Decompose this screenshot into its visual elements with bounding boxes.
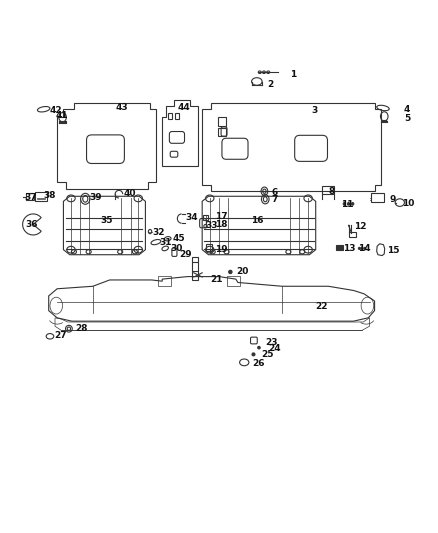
Text: 36: 36 <box>25 220 38 229</box>
Bar <box>349 232 356 237</box>
Text: 24: 24 <box>268 344 281 352</box>
Ellipse shape <box>361 247 363 249</box>
Text: 26: 26 <box>252 359 264 368</box>
Text: 33: 33 <box>205 221 218 230</box>
Text: 41: 41 <box>56 111 68 120</box>
Text: 12: 12 <box>353 222 366 231</box>
Bar <box>336 246 343 249</box>
Bar <box>218 117 226 126</box>
Text: 38: 38 <box>43 191 56 200</box>
Text: 18: 18 <box>215 220 227 229</box>
Bar <box>203 215 208 220</box>
Text: 45: 45 <box>173 234 185 243</box>
Text: 15: 15 <box>387 246 400 255</box>
Text: 30: 30 <box>170 244 183 253</box>
Text: 21: 21 <box>211 276 223 285</box>
Text: 37: 37 <box>25 193 37 202</box>
Text: 1: 1 <box>290 70 297 79</box>
Text: 42: 42 <box>49 106 62 115</box>
Text: 29: 29 <box>179 250 192 259</box>
Ellipse shape <box>343 203 345 205</box>
Ellipse shape <box>347 203 350 205</box>
Bar <box>371 193 384 202</box>
Text: 25: 25 <box>261 350 274 359</box>
Text: 7: 7 <box>272 195 278 204</box>
Text: 32: 32 <box>152 228 165 237</box>
Ellipse shape <box>252 353 255 356</box>
Bar <box>322 186 334 194</box>
Text: 22: 22 <box>316 302 328 311</box>
Text: 17: 17 <box>215 212 227 221</box>
Text: 27: 27 <box>54 332 67 341</box>
Ellipse shape <box>229 270 232 273</box>
Text: 43: 43 <box>116 103 129 112</box>
Bar <box>35 192 47 201</box>
Text: 34: 34 <box>185 213 198 222</box>
Bar <box>192 271 198 280</box>
Ellipse shape <box>358 247 360 249</box>
Bar <box>26 193 34 200</box>
Text: 4: 4 <box>404 105 410 114</box>
Text: 23: 23 <box>265 338 278 346</box>
Bar <box>218 128 226 136</box>
Bar <box>175 113 179 119</box>
Text: 10: 10 <box>402 198 414 207</box>
Text: 31: 31 <box>159 238 172 247</box>
Text: 39: 39 <box>89 193 102 203</box>
Text: 8: 8 <box>328 187 335 196</box>
Text: 14: 14 <box>358 244 371 253</box>
Bar <box>227 276 240 286</box>
Text: 16: 16 <box>251 216 263 225</box>
Text: 3: 3 <box>311 107 318 116</box>
Ellipse shape <box>258 346 260 349</box>
Text: 13: 13 <box>343 244 356 253</box>
Bar <box>158 276 171 286</box>
Text: 5: 5 <box>404 115 410 124</box>
Text: 9: 9 <box>389 195 396 204</box>
Ellipse shape <box>364 247 366 249</box>
Bar <box>206 244 212 251</box>
Ellipse shape <box>352 203 354 205</box>
Text: 2: 2 <box>267 80 274 89</box>
Text: 6: 6 <box>272 188 278 197</box>
Bar <box>168 113 172 119</box>
Text: 20: 20 <box>236 267 248 276</box>
Text: 19: 19 <box>215 245 227 254</box>
Text: 35: 35 <box>100 216 113 225</box>
Bar <box>192 257 198 262</box>
Text: 44: 44 <box>178 103 191 112</box>
Text: 28: 28 <box>75 324 88 333</box>
Text: 11: 11 <box>341 200 353 209</box>
Text: 40: 40 <box>123 189 136 198</box>
